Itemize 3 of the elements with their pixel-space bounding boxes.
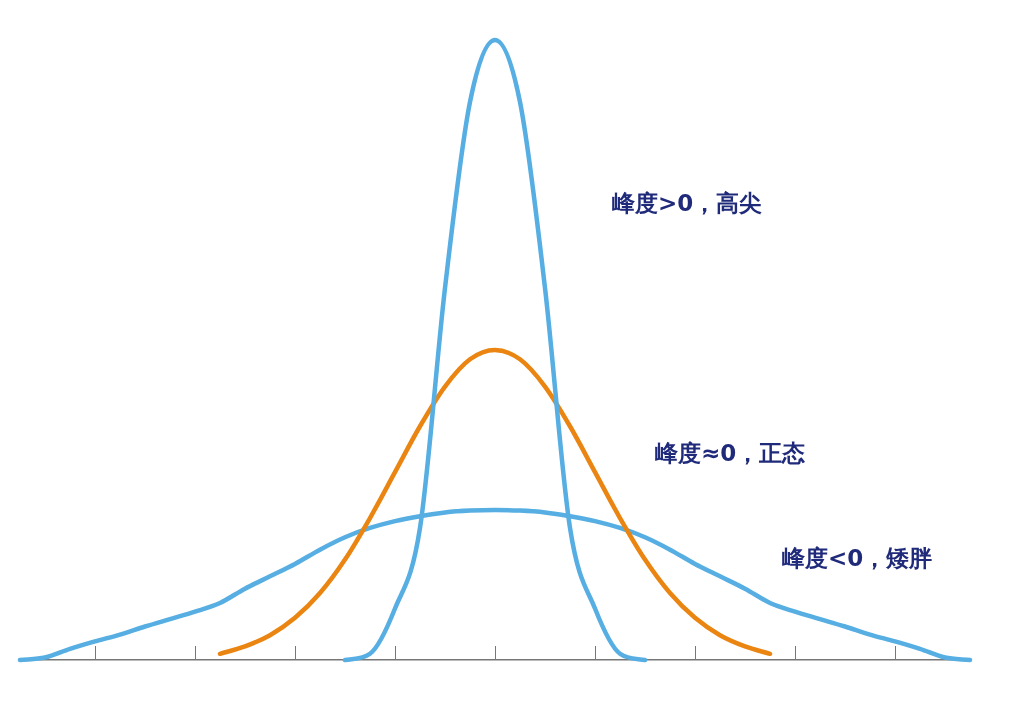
annotation: 峰度≈0，正态	[655, 439, 806, 466]
annotation: 峰度<0，矮胖	[782, 544, 933, 571]
annotation: 峰度>0，高尖	[612, 189, 763, 216]
